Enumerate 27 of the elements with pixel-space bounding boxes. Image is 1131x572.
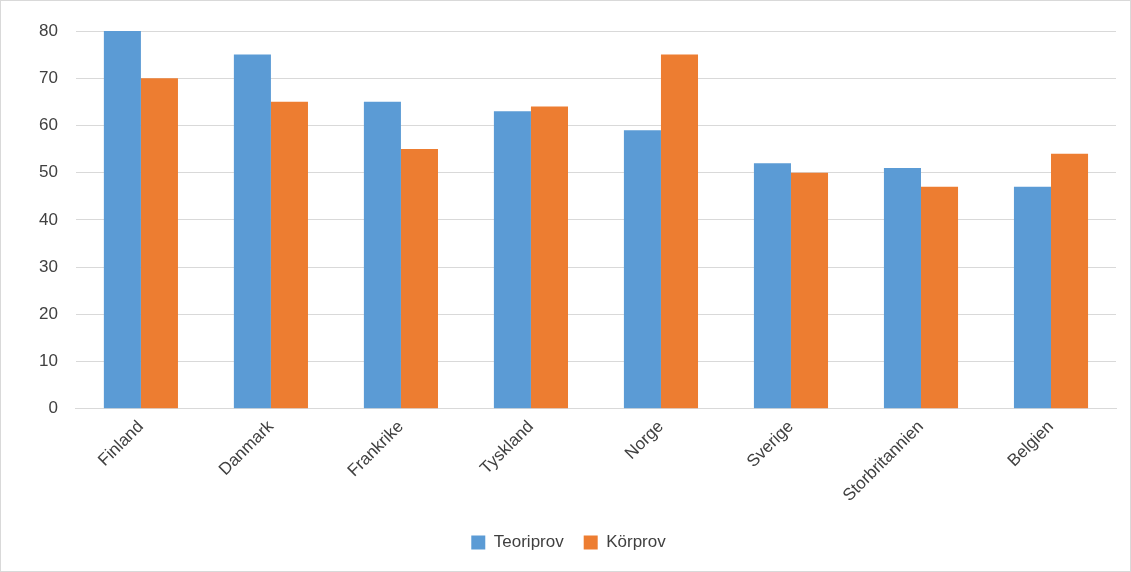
bar	[530, 106, 568, 409]
bar	[1013, 186, 1051, 409]
y-tick-label: 70	[38, 67, 58, 87]
bar	[363, 101, 401, 409]
legend-label: Körprov	[606, 532, 667, 552]
bar	[753, 163, 791, 409]
bar	[270, 101, 308, 409]
bar	[400, 149, 438, 409]
bar	[920, 186, 959, 409]
bar	[1050, 153, 1089, 409]
bar	[140, 78, 178, 409]
y-tick-label: 0	[48, 398, 58, 418]
y-tick-label: 30	[38, 256, 58, 276]
bar	[883, 167, 921, 409]
bar	[103, 31, 141, 409]
bar	[493, 111, 531, 409]
y-tick-label: 20	[38, 303, 58, 323]
legend-label: Teoriprov	[493, 532, 565, 552]
bar	[660, 54, 699, 409]
bar	[790, 172, 829, 409]
bar	[623, 130, 661, 409]
y-tick-label: 60	[38, 115, 58, 135]
bar	[233, 54, 271, 409]
y-tick-label: 10	[38, 351, 58, 371]
y-tick-label: 50	[38, 162, 58, 182]
y-tick-label: 80	[38, 20, 58, 40]
y-tick-label: 40	[38, 209, 58, 229]
